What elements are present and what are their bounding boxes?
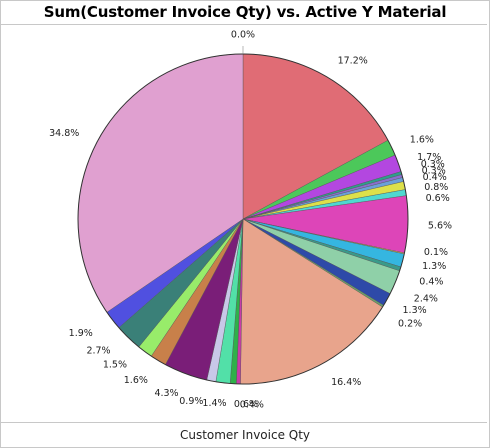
pie-label-25: 1.9%	[69, 328, 93, 339]
pie-label-9: 5.6%	[428, 221, 452, 232]
pie-label-26: 34.8%	[49, 128, 79, 139]
pie-label-23: 1.5%	[103, 359, 127, 370]
pie-label-19: 1.4%	[202, 398, 226, 409]
pie-label-3: 1.7%	[417, 152, 441, 163]
pie-label-16: 16.4%	[331, 377, 361, 388]
pie-label-7: 0.8%	[424, 182, 448, 193]
pie-label-4: 0.3%	[421, 159, 445, 170]
pie-label-17: 0.4%	[240, 399, 264, 410]
pie-label-10: 0.1%	[424, 247, 448, 258]
pie-label-14: 1.3%	[403, 305, 427, 316]
pie-label-0: 0.0%	[231, 30, 255, 41]
plot-area-frame	[1, 24, 487, 423]
pie-label-20: 0.9%	[179, 396, 203, 407]
pie-label-22: 1.6%	[124, 375, 148, 386]
pie-label-18: 0.6%	[234, 399, 258, 410]
pie-label-5: 0.3%	[422, 165, 446, 176]
pie-label-11: 1.3%	[422, 261, 446, 272]
pie-label-2: 1.6%	[410, 134, 434, 145]
pie-label-6: 0.4%	[423, 172, 447, 183]
pie-label-12: 0.4%	[419, 277, 443, 288]
pie-label-15: 0.2%	[398, 318, 422, 329]
chart-title: Sum(Customer Invoice Qty) vs. Active Y M…	[43, 3, 447, 21]
pie-label-1: 17.2%	[338, 56, 368, 67]
x-axis-label: Customer Invoice Qty	[179, 428, 311, 442]
pie-label-24: 2.7%	[86, 346, 110, 357]
pie-label-8: 0.6%	[426, 193, 450, 204]
pie-labels: 0.0%17.2%1.6%1.7%0.3%0.3%0.4%0.8%0.6%5.6…	[49, 30, 452, 411]
pie-slices	[77, 53, 409, 385]
pie-label-21: 4.3%	[154, 388, 178, 399]
pie-label-13: 2.4%	[414, 294, 438, 305]
